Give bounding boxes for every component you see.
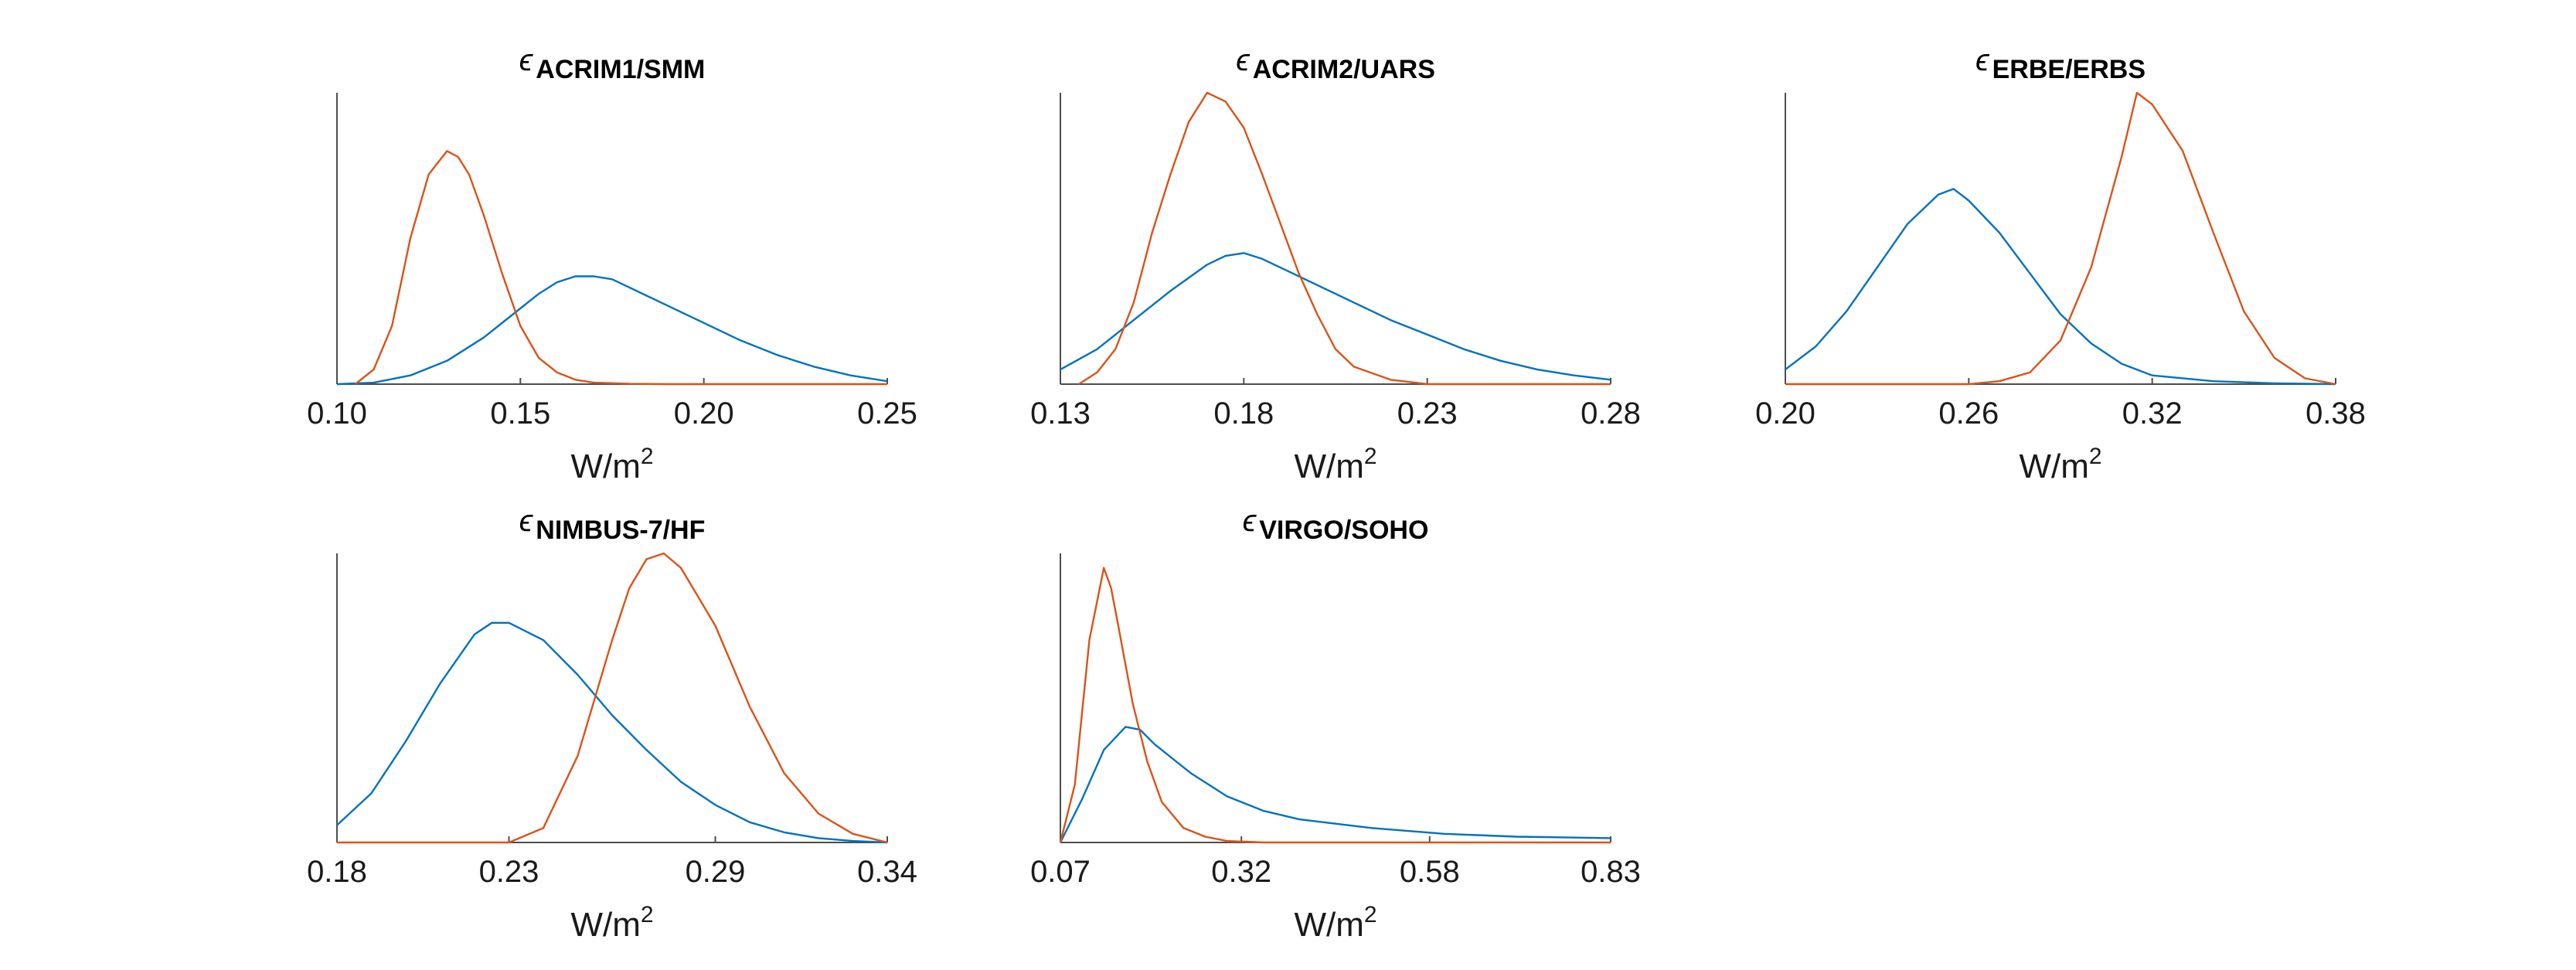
- x-tick-label: 0.13: [1030, 397, 1091, 431]
- x-axis-label-sup: 2: [2089, 444, 2102, 469]
- x-tick-label: 0.15: [490, 397, 550, 431]
- x-axis-label-sup: 2: [1364, 902, 1377, 927]
- x-tick-label: 0.32: [1211, 855, 1271, 889]
- x-tick-label: 0.32: [2122, 397, 2183, 431]
- series-line-2: [337, 552, 888, 844]
- x-axis-label: W/m2: [1294, 902, 1376, 944]
- chart-title: ϵ VIRGO/SOHO: [1243, 504, 1429, 545]
- series-line-1: [336, 621, 888, 844]
- x-axis-label-sup: 2: [641, 902, 654, 927]
- chart-title: ϵ ACRIM1/SMM: [519, 43, 706, 84]
- chart-panel-3: 0.20 0.26 0.32 0.38 ϵ ERBE/ERBS W/m2: [1755, 43, 2366, 485]
- series-line-1: [336, 275, 888, 386]
- x-axis-label: W/m2: [570, 902, 653, 944]
- series-line-2: [1785, 91, 2336, 386]
- title-symbol: ϵ: [519, 504, 534, 538]
- x-tick-label: 0.58: [1400, 855, 1460, 889]
- x-tick-label: 0.20: [1755, 397, 1815, 431]
- chart-title: ϵ ERBE/ERBS: [1975, 43, 2146, 84]
- chart-title: ϵ NIMBUS-7/HF: [519, 504, 706, 545]
- x-axis-label-base: W/m: [570, 448, 640, 485]
- chart-panel-4: 0.18 0.23 0.29 0.34 ϵ NIMBUS-7/HF W/m2: [307, 504, 917, 944]
- x-tick-label: 0.34: [857, 855, 917, 889]
- x-tick-label: 0.83: [1581, 855, 1641, 889]
- x-tick-label: 0.23: [479, 855, 539, 889]
- x-tick-label: 0.07: [1030, 855, 1091, 889]
- x-tick-label: 0.10: [307, 397, 367, 431]
- title-symbol: ϵ: [1975, 43, 1990, 77]
- x-axis-label-base: W/m: [1294, 906, 1363, 944]
- x-axis-label-base: W/m: [1294, 448, 1363, 485]
- x-axis-label-base: W/m: [2019, 448, 2088, 485]
- chart-panel-2: 0.13 0.18 0.23 0.28 ϵ ACRIM2/UARS W/m2: [1030, 43, 1641, 485]
- title-subscript: ACRIM2/UARS: [1253, 55, 1435, 84]
- chart-panel-5: 0.07 0.32 0.58 0.83 ϵ VIRGO/SOHO W/m2: [1030, 504, 1641, 944]
- x-axis-label: W/m2: [570, 444, 653, 485]
- x-tick-label: 0.38: [2305, 397, 2366, 431]
- x-axis-label-base: W/m: [570, 906, 640, 944]
- title-symbol: ϵ: [519, 43, 534, 77]
- series-line-1: [1060, 252, 1611, 381]
- x-tick-label: 0.23: [1397, 397, 1458, 431]
- x-tick-label: 0.28: [1581, 397, 1641, 431]
- x-tick-label: 0.18: [1213, 397, 1274, 431]
- title-symbol: ϵ: [1236, 43, 1251, 77]
- title-symbol: ϵ: [1243, 504, 1257, 538]
- x-tick-label: 0.25: [857, 397, 917, 431]
- series-line-2: [354, 150, 887, 386]
- x-tick-label: 0.26: [1938, 397, 1999, 431]
- x-axis-label: W/m2: [2019, 444, 2101, 485]
- x-tick-label: 0.29: [686, 855, 746, 889]
- chart-title: ϵ ACRIM2/UARS: [1236, 43, 1435, 84]
- title-subscript: ACRIM1/SMM: [536, 55, 705, 84]
- title-subscript: NIMBUS-7/HF: [536, 516, 705, 545]
- series-line-2: [1078, 91, 1611, 386]
- x-axis-label-sup: 2: [1364, 444, 1377, 469]
- title-subscript: VIRGO/SOHO: [1259, 516, 1428, 545]
- series-line-1: [1059, 726, 1611, 843]
- series-line-1: [1785, 188, 2336, 386]
- x-tick-label: 0.20: [674, 397, 734, 431]
- series-line-2: [1059, 567, 1611, 844]
- title-subscript: ERBE/ERBS: [1992, 55, 2146, 84]
- x-tick-label: 0.18: [307, 855, 367, 889]
- x-axis-label-sup: 2: [641, 444, 654, 469]
- x-axis-label: W/m2: [1294, 444, 1376, 485]
- chart-panel-1: 0.10 0.15 0.20 0.25 ϵ ACRIM1/SMM W/m2: [307, 43, 917, 485]
